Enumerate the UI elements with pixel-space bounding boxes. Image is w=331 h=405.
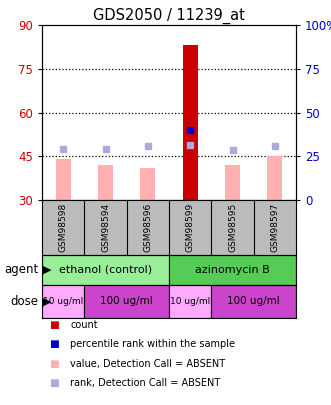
Text: 10 ug/ml: 10 ug/ml bbox=[43, 297, 83, 306]
Text: rank, Detection Call = ABSENT: rank, Detection Call = ABSENT bbox=[70, 378, 220, 388]
Text: value, Detection Call = ABSENT: value, Detection Call = ABSENT bbox=[70, 359, 225, 369]
Bar bbox=[56, 159, 71, 200]
Bar bbox=[140, 168, 155, 200]
Text: dose: dose bbox=[11, 295, 39, 308]
Text: ethanol (control): ethanol (control) bbox=[59, 265, 152, 275]
Text: azinomycin B: azinomycin B bbox=[195, 265, 270, 275]
Bar bbox=[169, 255, 296, 285]
Bar bbox=[98, 165, 113, 200]
Bar bbox=[42, 285, 84, 318]
Bar bbox=[211, 285, 296, 318]
Text: 10 ug/ml: 10 ug/ml bbox=[170, 297, 210, 306]
Text: ▶: ▶ bbox=[43, 296, 51, 307]
Text: 100 ug/ml: 100 ug/ml bbox=[227, 296, 280, 307]
Bar bbox=[169, 285, 211, 318]
Text: ▶: ▶ bbox=[43, 265, 51, 275]
Title: GDS2050 / 11239_at: GDS2050 / 11239_at bbox=[93, 7, 245, 23]
Text: GSM98595: GSM98595 bbox=[228, 203, 237, 252]
Text: ■: ■ bbox=[49, 339, 58, 350]
Text: GSM98598: GSM98598 bbox=[59, 203, 68, 252]
Bar bbox=[183, 45, 198, 200]
Text: percentile rank within the sample: percentile rank within the sample bbox=[70, 339, 235, 350]
Text: agent: agent bbox=[4, 264, 39, 277]
Text: 100 ug/ml: 100 ug/ml bbox=[100, 296, 153, 307]
Text: GSM98597: GSM98597 bbox=[270, 203, 279, 252]
Text: ■: ■ bbox=[49, 359, 58, 369]
Text: GSM98596: GSM98596 bbox=[143, 203, 152, 252]
Bar bbox=[267, 156, 282, 200]
Text: ■: ■ bbox=[49, 378, 58, 388]
Text: GSM98594: GSM98594 bbox=[101, 203, 110, 252]
Text: count: count bbox=[70, 320, 98, 330]
Text: GSM98599: GSM98599 bbox=[186, 203, 195, 252]
Bar bbox=[84, 285, 169, 318]
Bar bbox=[225, 165, 240, 200]
Text: ■: ■ bbox=[49, 320, 58, 330]
Bar bbox=[42, 255, 169, 285]
Bar bbox=[183, 45, 198, 200]
